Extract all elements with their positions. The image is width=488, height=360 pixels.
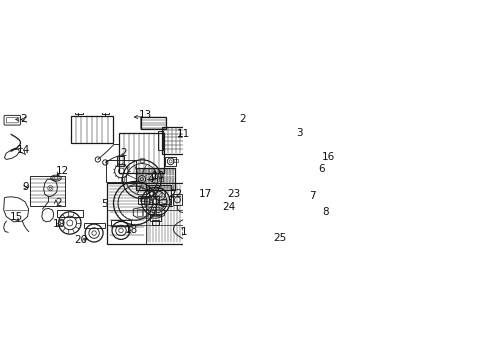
Bar [106, 160, 136, 182]
Bar [150, 214, 161, 221]
Text: 3: 3 [296, 128, 302, 138]
Text: 14: 14 [17, 145, 30, 155]
Bar [141, 117, 166, 129]
Text: 17: 17 [199, 189, 212, 199]
Bar [146, 197, 150, 203]
Bar [83, 222, 104, 228]
Bar [136, 168, 175, 190]
Bar [165, 157, 176, 166]
Bar [75, 111, 82, 114]
Text: 18: 18 [124, 225, 138, 235]
Text: 1: 1 [181, 227, 187, 237]
Text: 4: 4 [147, 174, 154, 184]
Bar [157, 131, 163, 150]
Text: 15: 15 [10, 212, 23, 222]
Bar [152, 220, 159, 225]
Bar [102, 111, 109, 114]
Bar [187, 199, 192, 208]
Bar [141, 197, 144, 203]
Bar [119, 133, 163, 172]
Bar [138, 196, 159, 204]
Bar [159, 177, 163, 181]
Text: 10: 10 [151, 171, 164, 181]
Bar [173, 159, 178, 162]
Bar [149, 209, 154, 216]
Bar [118, 157, 123, 166]
Text: 24: 24 [222, 202, 235, 212]
Text: 7: 7 [309, 191, 315, 201]
Text: 9: 9 [23, 182, 29, 192]
Bar [152, 197, 156, 203]
Bar [117, 156, 124, 166]
Text: 13: 13 [139, 111, 152, 120]
Bar [173, 194, 181, 206]
Bar [30, 176, 65, 206]
Text: 6: 6 [318, 164, 325, 174]
Text: 25: 25 [273, 233, 286, 243]
Text: 21: 21 [161, 199, 174, 209]
Text: 2: 2 [20, 114, 26, 124]
Bar [107, 183, 183, 243]
Bar [156, 209, 160, 216]
Bar [232, 238, 239, 242]
Text: 2: 2 [239, 114, 245, 124]
Bar [140, 197, 143, 201]
Text: 16: 16 [322, 152, 335, 162]
Bar [121, 177, 124, 181]
Bar [143, 209, 147, 216]
Bar [137, 209, 141, 216]
Text: 20: 20 [74, 235, 87, 245]
Bar [110, 220, 131, 226]
Bar [186, 198, 193, 221]
Bar [57, 210, 82, 217]
Bar [149, 185, 170, 203]
Text: 12: 12 [55, 166, 68, 176]
Text: 23: 23 [227, 189, 240, 199]
Text: 2: 2 [55, 198, 62, 208]
Bar [187, 209, 192, 219]
Text: 2: 2 [121, 148, 127, 158]
Bar [162, 127, 192, 154]
Bar [140, 158, 143, 162]
Text: 19: 19 [53, 219, 66, 229]
Text: 11: 11 [177, 130, 190, 139]
Text: 5: 5 [101, 199, 108, 209]
Text: 22: 22 [169, 189, 183, 199]
Text: 8: 8 [322, 207, 328, 217]
Bar [71, 116, 113, 143]
